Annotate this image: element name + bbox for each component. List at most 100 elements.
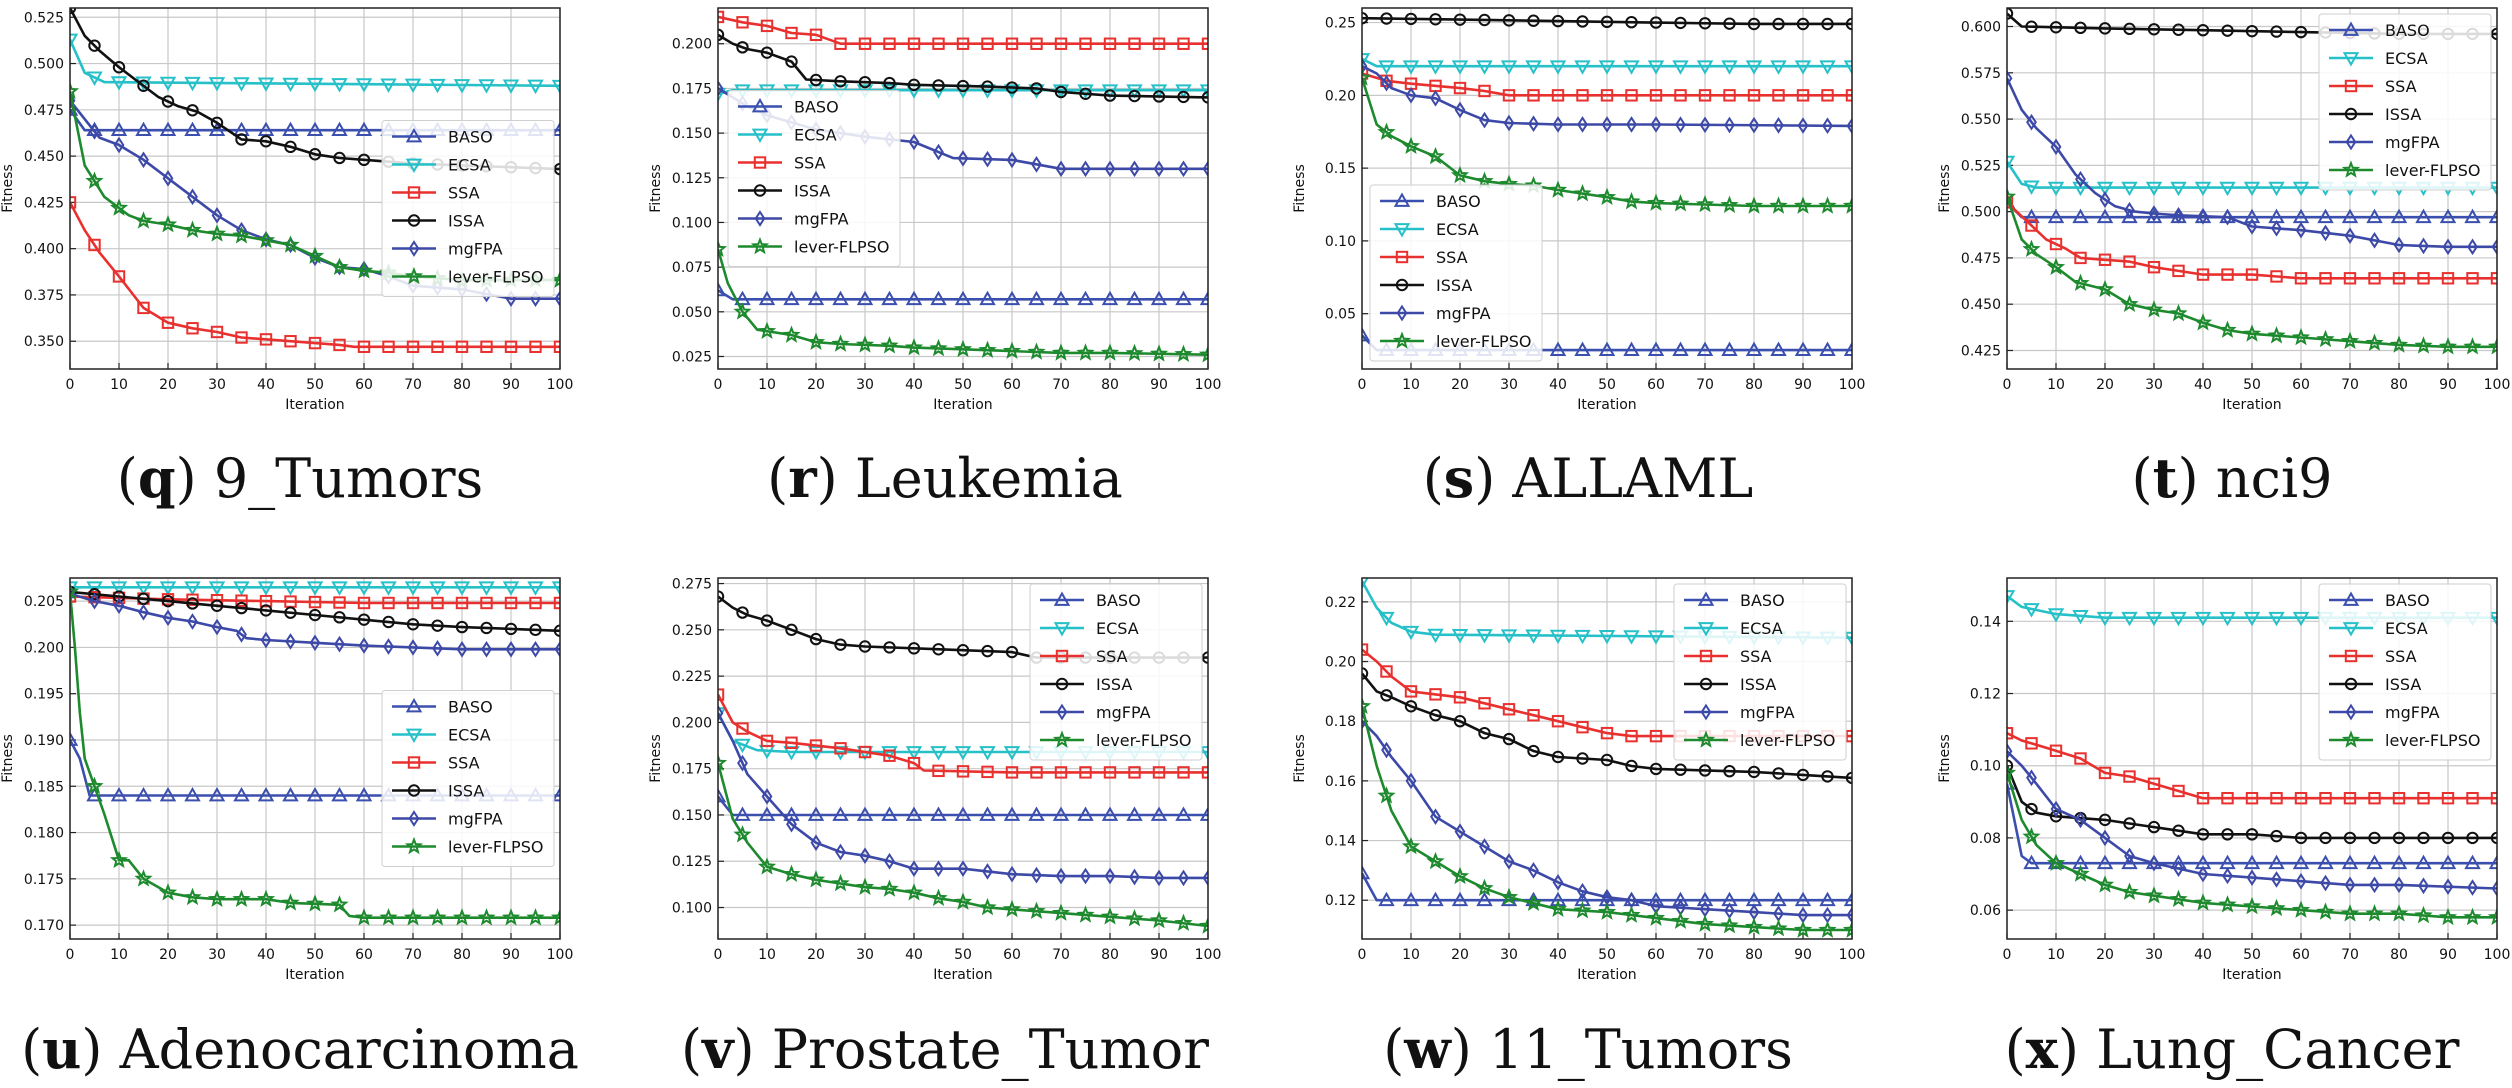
data-point-lever-FLPSO <box>354 261 374 279</box>
data-point-ISSA <box>1201 651 1208 664</box>
data-point-ECSA <box>2121 611 2138 627</box>
data-point-mgFPA <box>1577 116 1588 133</box>
data-point-lever-FLPSO <box>1793 920 1813 938</box>
y-tick-label: 0.475 <box>24 103 64 119</box>
data-point-mgFPA <box>2295 221 2307 239</box>
data-point-SSA <box>1821 89 1834 102</box>
legend-marker <box>1396 304 1408 322</box>
data-point-lever-FLPSO <box>1818 920 1837 938</box>
y-tick-label: 0.05 <box>1325 307 1356 323</box>
data-point-lever-FLPSO <box>1573 183 1592 202</box>
data-point-ECSA <box>2488 181 2497 197</box>
legend-marker <box>1053 591 1071 606</box>
x-axis-label: Iteration <box>933 967 992 983</box>
data-point-ECSA <box>1525 629 1542 644</box>
x-tick-label: 10 <box>2047 377 2065 393</box>
data-point-mgFPA <box>2344 876 2356 894</box>
legend-entry: mgFPA <box>448 810 503 829</box>
data-point-ISSA <box>2098 813 2112 827</box>
legend-marker <box>407 186 421 199</box>
data-point-ECSA <box>331 78 348 93</box>
data-point-BASO <box>282 121 299 137</box>
legend-entry: BASO <box>1096 591 1141 610</box>
legend-marker <box>404 836 424 855</box>
data-point-lever-FLPSO <box>855 877 875 895</box>
caption-paren: ( <box>2005 1018 2026 1081</box>
data-point-ISSA <box>1079 87 1092 100</box>
x-tick-label: 0 <box>1358 947 1367 963</box>
data-point-BASO <box>1028 290 1045 306</box>
data-point-mgFPA <box>236 626 247 643</box>
y-tick-label: 0.14 <box>1970 614 2001 630</box>
data-point-SSA <box>1054 766 1068 779</box>
data-point-SSA <box>1429 688 1442 701</box>
data-point-ISSA <box>235 601 248 615</box>
data-point-ECSA <box>2145 611 2163 627</box>
data-point-ECSA <box>1427 60 1444 75</box>
series-line-BASO <box>2007 783 2497 865</box>
data-point-ISSA <box>235 133 248 146</box>
y-tick-label: 0.400 <box>24 242 64 258</box>
data-point-ISSA <box>2441 831 2455 845</box>
data-point-BASO <box>905 806 923 821</box>
y-axis-label: Fitness <box>648 734 664 783</box>
x-tick-label: 90 <box>2439 377 2457 393</box>
data-point-mgFPA <box>1202 869 1208 887</box>
data-point-ISSA <box>760 614 774 627</box>
x-tick-label: 50 <box>2243 377 2261 393</box>
data-point-lever-FLPSO <box>2365 904 2384 922</box>
data-point-SSA <box>382 596 395 610</box>
y-tick-label: 0.200 <box>672 715 712 731</box>
legend-entry: lever-FLPSO <box>794 238 889 257</box>
data-point-mgFPA <box>884 852 895 870</box>
x-axis-label: Iteration <box>2222 967 2281 983</box>
data-point-ISSA <box>1747 17 1761 31</box>
data-point-SSA <box>2025 219 2038 232</box>
data-point-lever-FLPSO <box>2193 893 2213 911</box>
data-point-SSA <box>1551 715 1565 728</box>
data-point-BASO <box>1647 341 1665 356</box>
data-point-mgFPA <box>1797 117 1809 134</box>
data-point-ISSA <box>981 80 994 93</box>
caption-letter: t <box>2153 446 2178 510</box>
data-point-mgFPA <box>1552 116 1564 133</box>
data-point-ISSA <box>2490 831 2497 845</box>
y-tick-label: 0.425 <box>24 195 64 211</box>
data-point-ISSA <box>1796 17 1810 31</box>
data-point-mgFPA <box>1381 74 1392 92</box>
data-point-SSA <box>431 340 444 353</box>
data-point-mgFPA <box>1503 114 1515 132</box>
data-point-mgFPA <box>1724 116 1735 134</box>
data-point-mgFPA <box>1080 160 1091 178</box>
data-point-BASO <box>1101 806 1119 821</box>
data-point-BASO <box>783 290 800 306</box>
axes-frame <box>1361 577 1853 940</box>
y-tick-label: 0.10 <box>1970 759 2001 775</box>
y-tick-label: 0.375 <box>24 288 64 304</box>
data-point-ISSA <box>1821 770 1834 783</box>
data-point-mgFPA <box>982 150 993 168</box>
data-point-SSA <box>529 596 542 610</box>
x-tick-label: 0 <box>2003 377 2012 393</box>
data-point-lever-FLPSO <box>2144 886 2164 904</box>
data-point-BASO <box>159 121 177 137</box>
data-point-ISSA <box>529 623 542 637</box>
data-point-SSA <box>834 742 847 755</box>
data-point-BASO <box>2439 208 2457 224</box>
data-point-SSA <box>2343 272 2357 285</box>
data-point-SSA <box>1674 89 1687 102</box>
data-point-ECSA <box>2268 181 2285 197</box>
data-point-ECSA <box>2047 608 2065 623</box>
legend-entry: SSA <box>794 154 826 173</box>
x-tick-label: 100 <box>1195 947 1222 963</box>
data-point-lever-FLPSO <box>109 850 129 869</box>
data-point-BASO <box>1077 290 1094 306</box>
data-point-ISSA <box>809 73 823 87</box>
data-point-mgFPA <box>1006 151 1018 169</box>
legend-marker <box>408 810 420 827</box>
chart-panel-x: 0 10 20 30 40 50 60 70 80 90 100 0.06 0.08 0.10 0.12 0.… <box>1937 577 2510 1081</box>
data-point-lever-FLPSO <box>1622 905 1641 923</box>
data-point-mgFPA <box>2222 208 2233 226</box>
legend-entry: BASO <box>794 98 839 117</box>
data-point-BASO <box>2366 208 2383 224</box>
